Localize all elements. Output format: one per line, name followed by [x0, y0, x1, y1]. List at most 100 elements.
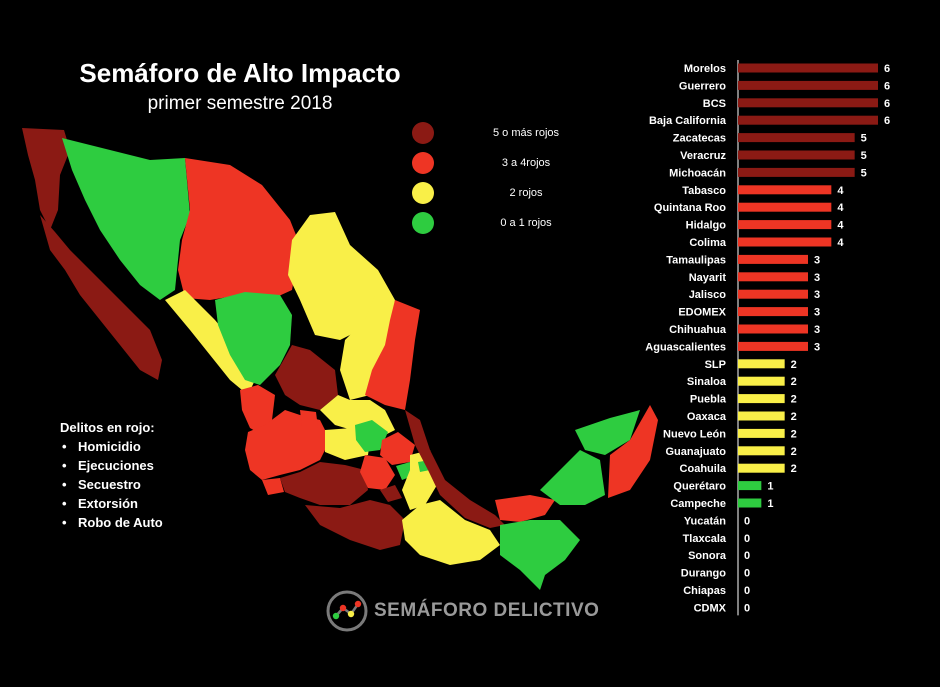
bar-category-label: Nayarit	[689, 272, 727, 284]
map-title: Semáforo de Alto Impacto	[79, 58, 401, 88]
bar-category-label: Guanajuato	[665, 446, 726, 458]
bar-category-label: Durango	[681, 568, 727, 580]
bar-category-label: Morelos	[684, 63, 726, 75]
bar	[738, 324, 808, 334]
bar	[738, 498, 762, 508]
legend-label: 2 rojos	[509, 187, 543, 199]
crimes-items: Homicidio Ejecuciones Secuestro Extorsió…	[60, 437, 163, 532]
bar-category-label: Guerrero	[679, 80, 726, 92]
bar	[738, 411, 785, 421]
bar-value-label: 4	[837, 220, 844, 232]
bar-value-label: 3	[814, 324, 820, 336]
color-legend: 5 o más rojos 3 a 4rojos 2 rojos 0 a 1 r…	[408, 118, 608, 238]
bar-category-label: Tamaulipas	[666, 254, 726, 266]
bar-category-label: EDOMEX	[678, 307, 726, 319]
bar-category-label: Colima	[689, 237, 727, 249]
bar	[738, 359, 785, 369]
bar	[738, 307, 808, 317]
bar	[738, 272, 808, 282]
legend-label: 5 o más rojos	[492, 127, 560, 139]
legend-dot-dark-red	[412, 122, 434, 144]
bar	[738, 237, 832, 247]
state-nayarit	[240, 385, 275, 435]
bar	[738, 446, 785, 456]
bar-category-label: Aguascalientes	[645, 341, 726, 353]
bar-value-label: 2	[791, 446, 797, 458]
bar-category-label: Michoacán	[669, 167, 726, 179]
bar-value-label: 1	[767, 481, 773, 493]
bar-category-label: Tabasco	[682, 185, 726, 197]
state-aguascalientes	[300, 410, 318, 428]
bar-value-label: 3	[814, 254, 820, 266]
bar	[738, 394, 785, 404]
bar-category-label: Hidalgo	[686, 220, 727, 232]
bar-category-label: Puebla	[690, 394, 727, 406]
state-campeche	[540, 450, 605, 505]
bar-value-label: 0	[744, 602, 750, 614]
bar	[738, 341, 808, 351]
bar-value-label: 0	[744, 533, 750, 545]
bar	[738, 63, 878, 73]
bar-category-label: Oaxaca	[687, 411, 727, 423]
state-morelos	[380, 485, 402, 502]
bar-value-label: 4	[837, 185, 844, 197]
bar-value-label: 2	[791, 463, 797, 475]
bar-category-label: Veracruz	[680, 150, 726, 162]
legend-item: 5 o más rojos	[408, 118, 608, 148]
legend-item: 2 rojos	[408, 178, 608, 208]
bar	[738, 185, 832, 195]
state-michoacan	[280, 462, 368, 505]
state-chihuahua	[178, 158, 300, 300]
bar-value-label: 0	[744, 550, 750, 562]
crime-item: Robo de Auto	[60, 513, 163, 532]
bar-category-label: Quintana Roo	[654, 202, 726, 214]
bar-value-label: 2	[791, 376, 797, 388]
bar	[738, 428, 785, 438]
bar-category-label: Zacatecas	[673, 133, 726, 145]
bar-category-label: Yucatán	[684, 515, 726, 527]
bar-value-label: 3	[814, 272, 820, 284]
bar	[738, 98, 878, 108]
bar-value-label: 2	[791, 411, 797, 423]
bar-value-label: 5	[861, 150, 867, 162]
bar-category-label: Baja California	[649, 115, 727, 127]
state-hidalgo	[380, 432, 415, 465]
legend-item: 0 a 1 rojos	[408, 208, 608, 238]
bar-value-label: 2	[791, 428, 797, 440]
crimes-title: Delitos en rojo:	[60, 420, 155, 435]
bar	[738, 133, 855, 143]
legend-label: 0 a 1 rojos	[500, 217, 552, 229]
bar-value-label: 5	[861, 167, 867, 179]
map-subtitle: primer semestre 2018	[147, 93, 333, 114]
bar	[738, 80, 878, 90]
bar	[738, 254, 808, 264]
state-oaxaca	[402, 500, 500, 565]
crime-item: Extorsión	[60, 494, 163, 513]
bar	[738, 167, 855, 177]
legend-dot-red	[412, 152, 434, 174]
brand-name: SEMÁFORO DELICTIVO	[374, 600, 600, 621]
brand-icon	[326, 590, 368, 632]
state-quintana-roo	[608, 405, 658, 498]
bar	[738, 150, 855, 160]
bar-value-label: 0	[744, 585, 750, 597]
state-yucatan	[575, 410, 640, 455]
bar-value-label: 6	[884, 115, 890, 127]
bar-category-label: Querétaro	[673, 481, 726, 493]
bar-value-label: 2	[791, 394, 797, 406]
bar	[738, 463, 785, 473]
bar	[738, 220, 832, 230]
bar	[738, 376, 785, 386]
bar-category-label: Coahuila	[680, 463, 727, 475]
bar-value-label: 0	[744, 568, 750, 580]
state-tamaulipas	[365, 300, 420, 410]
bar	[738, 289, 808, 299]
bar-category-label: Chihuahua	[669, 324, 727, 336]
legend-dot-yellow	[412, 182, 434, 204]
bar-category-label: Chiapas	[683, 585, 726, 597]
crimes-list: Delitos en rojo: Homicidio Ejecuciones S…	[60, 418, 163, 532]
state-sonora	[62, 138, 190, 300]
